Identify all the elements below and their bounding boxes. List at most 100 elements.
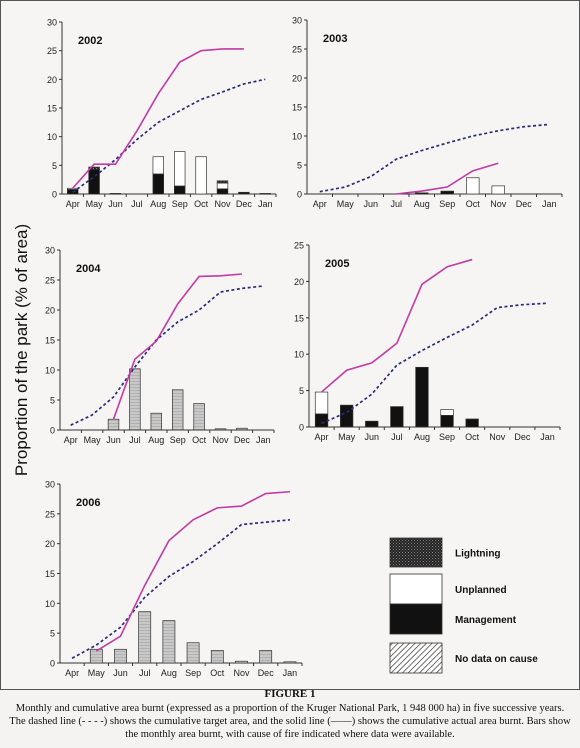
y-tick-label: 0 — [297, 190, 302, 200]
caption-title: FIGURE 1 — [264, 688, 316, 700]
year-label: 2002 — [78, 35, 102, 47]
x-tick-label: Apr — [313, 199, 327, 209]
bar-unplanned-apr — [66, 187, 79, 190]
bar-unplanned-aug — [152, 156, 164, 175]
x-tick-label: May — [84, 435, 102, 445]
bar-nodata-jun — [107, 418, 120, 431]
actual-cumulative-line — [95, 490, 290, 652]
x-tick-label: Apr — [64, 435, 78, 445]
x-tick-label: Aug — [414, 432, 430, 442]
x-tick-label: May — [88, 668, 106, 678]
bar-management-may — [340, 404, 354, 428]
bar-nodata-dec — [259, 650, 273, 664]
x-tick-label: Jan — [283, 668, 298, 678]
x-tick-label: Jul — [139, 668, 151, 678]
y-tick-label: 0 — [50, 659, 55, 669]
target-cumulative-line — [321, 302, 548, 425]
y-tick-label: 30 — [45, 480, 55, 490]
y-tick-label: 20 — [294, 277, 304, 287]
bar-management-sep — [174, 185, 186, 195]
target-cumulative-line — [72, 78, 266, 193]
y-tick-label: 10 — [47, 132, 57, 142]
x-tick-label: Dec — [234, 435, 251, 445]
y-axis-label: Proportion of the park (% of area) — [12, 224, 31, 476]
bar-unplanned-nov — [491, 185, 505, 195]
x-tick-label: May — [338, 432, 356, 442]
x-tick-label: Oct — [210, 668, 225, 678]
x-tick-label: Dec — [514, 432, 531, 442]
x-tick-label: Jan — [256, 435, 271, 445]
bar-unplanned-oct — [466, 177, 480, 195]
legend-label-nodata: No data on cause — [455, 654, 538, 665]
y-tick-label: 30 — [292, 16, 302, 26]
target-cumulative-line — [70, 285, 264, 426]
y-tick-label: 15 — [292, 103, 302, 113]
legend-swatch-management — [389, 603, 443, 635]
bar-management-aug — [152, 173, 164, 195]
y-tick-label: 30 — [45, 246, 55, 256]
bar-nodata-nov — [235, 660, 248, 664]
x-tick-label: Aug — [148, 435, 164, 445]
x-tick-label: Sep — [172, 199, 188, 209]
x-tick-label: Apr — [66, 199, 80, 209]
x-tick-label: Apr — [315, 432, 329, 442]
x-tick-label: Jun — [106, 435, 121, 445]
y-tick-label: 0 — [50, 426, 55, 436]
figure-caption: FIGURE 1 Monthly and cumulative area bur… — [0, 688, 580, 741]
bar-management-jun — [109, 193, 122, 195]
x-tick-label: Jun — [363, 199, 378, 209]
y-tick-label: 25 — [294, 241, 304, 251]
x-tick-label: Jul — [391, 432, 403, 442]
bar-nodata-aug — [162, 620, 176, 664]
y-tick-label: 25 — [45, 276, 55, 286]
y-tick-label: 0 — [52, 190, 57, 200]
bar-nodata-dec — [236, 427, 248, 431]
x-tick-label: Sep — [439, 432, 455, 442]
actual-cumulative-line — [321, 258, 473, 393]
y-tick-label: 20 — [45, 306, 55, 316]
bar-management-oct — [465, 418, 479, 428]
bar-unplanned-apr — [314, 391, 329, 415]
bar-nodata-jan — [283, 661, 297, 664]
bar-management-sep — [440, 415, 454, 428]
y-tick-label: 15 — [45, 569, 55, 579]
year-label: 2003 — [323, 33, 347, 45]
year-label: 2006 — [76, 497, 100, 509]
legend-item-lightning: Lightning — [389, 537, 501, 568]
x-tick-label: Nov — [489, 432, 506, 442]
y-tick-label: 5 — [50, 396, 55, 406]
x-tick-label: Oct — [465, 432, 480, 442]
x-tick-label: Apr — [65, 668, 79, 678]
year-label: 2004 — [76, 263, 101, 275]
bar-unplanned-nov — [216, 182, 229, 190]
year-label: 2005 — [325, 258, 349, 270]
y-tick-label: 0 — [299, 423, 304, 433]
chart-panel-2004: 0 5 10 15 20 25 30 Apr May Jun Jul Aug Sep Oct Nov Dec J… — [45, 246, 275, 445]
bar-unplanned-oct — [195, 156, 207, 195]
legend-swatch-lightning — [389, 537, 443, 568]
bar-lightning-may — [88, 166, 100, 170]
x-tick-label: Jan — [542, 199, 557, 209]
x-tick-label: Sep — [170, 435, 186, 445]
y-tick-label: 30 — [47, 18, 57, 28]
legend-swatch-nodata — [389, 642, 443, 674]
bar-lightning-nov — [216, 180, 229, 184]
actual-cumulative-line — [72, 48, 244, 189]
bar-management-apr — [314, 413, 329, 428]
legend-swatch-unplanned — [389, 573, 443, 605]
y-tick-label: 20 — [47, 75, 57, 85]
bar-nodata-jun — [114, 648, 127, 664]
legend-item-nodata: No data on cause — [389, 642, 538, 674]
bar-management-sep — [440, 190, 454, 195]
bar-management-jan — [259, 193, 272, 195]
bar-unplanned-sep — [440, 409, 454, 416]
actual-cumulative-line — [112, 273, 242, 420]
bar-management-jul — [390, 406, 404, 428]
actual-cumulative-line — [396, 162, 499, 195]
legend-label-unplanned: Unplanned — [455, 585, 507, 596]
y-tick-label: 5 — [297, 161, 302, 171]
x-tick-label: Aug — [414, 199, 430, 209]
bar-management-jun — [365, 420, 379, 428]
x-tick-label: Jan — [540, 432, 555, 442]
y-tick-label: 10 — [294, 350, 304, 360]
